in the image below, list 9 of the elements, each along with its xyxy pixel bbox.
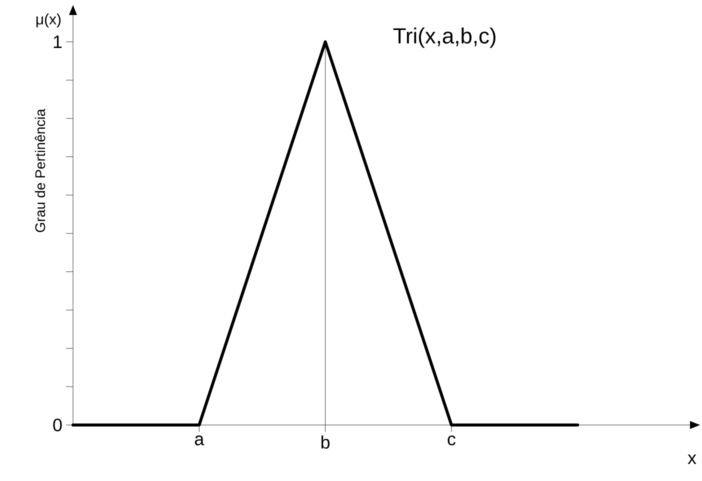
x-axis-title: x xyxy=(688,454,696,464)
x-tick-label: c xyxy=(448,436,456,446)
x-tick-label: b xyxy=(321,436,330,449)
y-axis-title: Grau de Pertinência xyxy=(34,108,46,232)
text: Tri(x,a,b,c) xyxy=(393,28,496,48)
text: μ(x) xyxy=(36,14,61,28)
y-tick-label: 1 xyxy=(54,36,62,48)
x-tick-label: a xyxy=(194,436,204,446)
y-tick-label: 0 xyxy=(53,418,62,432)
